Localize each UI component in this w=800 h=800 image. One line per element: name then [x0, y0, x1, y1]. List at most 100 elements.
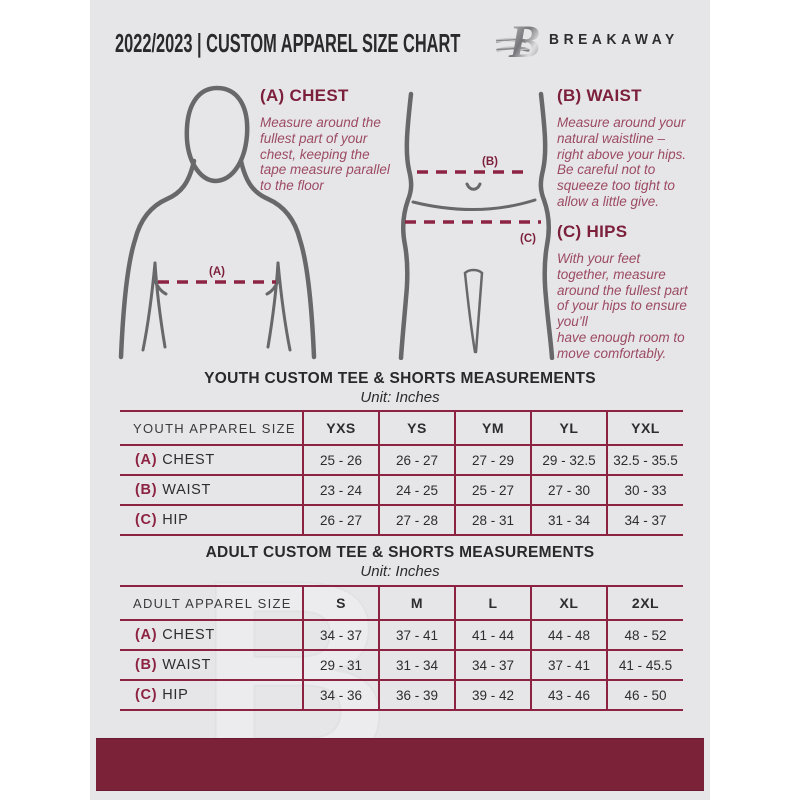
chest-heading: (A) CHEST	[260, 86, 349, 105]
hips-guide-block: (C) HIPS With your feet together, measur…	[557, 222, 715, 362]
row-title: CHEST	[162, 452, 215, 468]
table-cell: 29 - 32.5	[530, 445, 607, 476]
column-header: M	[378, 585, 455, 621]
column-header: L	[454, 585, 531, 621]
lower-body-figure: (B) (C)	[398, 91, 555, 360]
adult-corner-label: ADULT APPAREL SIZE	[120, 585, 303, 621]
figure-left-side	[398, 91, 414, 360]
row-title: CHEST	[162, 627, 215, 643]
table-cell: 37 - 41	[530, 650, 607, 681]
table-cell: 34 - 36	[302, 680, 379, 711]
row-title: WAIST	[162, 482, 212, 498]
figure-left-inner-leg	[463, 271, 477, 354]
hips-description: With your feet together, measure around …	[557, 251, 688, 361]
column-header: YL	[530, 410, 607, 446]
youth-section-title: YOUTH CUSTOM TEE & SHORTS MEASUREMENTS	[204, 370, 596, 387]
row-title: HIP	[162, 687, 189, 703]
table-cell: 30 - 33	[606, 475, 683, 506]
column-header: YS	[378, 410, 455, 446]
logo-letter: B	[508, 16, 540, 63]
table-cell: 32.5 - 35.5	[606, 445, 683, 476]
table-cell: 23 - 24	[302, 475, 379, 506]
column-header: YXL	[606, 410, 683, 446]
waist-heading: (B) WAIST	[557, 86, 642, 105]
adult-unit-label: Unit: Inches	[360, 563, 440, 580]
table-cell: 26 - 27	[302, 505, 379, 536]
marker-a-label: (A)	[209, 266, 225, 278]
table-cell: 27 - 29	[454, 445, 531, 476]
adult-header-row: ADULT APPAREL SIZE S M L XL 2XL	[120, 585, 683, 621]
table-cell: 31 - 34	[378, 650, 455, 681]
row-label: (C) HIP	[120, 680, 303, 711]
row-label: (C) HIP	[120, 505, 303, 536]
column-header: YXS	[302, 410, 379, 446]
figure-right-shoulder-arm	[238, 158, 317, 360]
row-label: (B) WAIST	[120, 475, 303, 506]
figure-navel	[465, 182, 482, 191]
figure-right-armpit	[276, 261, 292, 352]
table-cell: 31 - 34	[530, 505, 607, 536]
table-cell: 44 - 48	[530, 620, 607, 651]
footer-accent-bar	[96, 738, 704, 791]
waist-guide-block: (B) WAIST Measure around your natural wa…	[557, 86, 707, 210]
row-key: (C)	[135, 687, 158, 703]
adult-size-table: ADULT APPAREL SIZE S M L XL 2XL (A) CHEST…	[120, 585, 683, 711]
youth-hip-row: (C) HIP 26 - 27 27 - 28 28 - 31 31 - 34 3…	[120, 505, 683, 536]
table-cell: 29 - 31	[302, 650, 379, 681]
figure-right-side	[538, 91, 555, 360]
row-key: (A)	[135, 452, 158, 468]
figure-right-inner-arm	[266, 261, 280, 349]
row-key: (B)	[135, 482, 158, 498]
row-label: (A) CHEST	[120, 620, 303, 651]
table-cell: 46 - 50	[606, 680, 683, 711]
adult-section-title: ADULT CUSTOM TEE & SHORTS MEASUREMENTS	[205, 544, 595, 561]
column-header: S	[302, 585, 379, 621]
figure-right-inner-leg	[474, 271, 484, 354]
upper-body-figure: (A)	[118, 85, 317, 360]
table-cell: 41 - 45.5	[606, 650, 683, 681]
chest-description: Measure around the fullest part of your …	[260, 115, 390, 194]
page-title: 2022/2023 | CUSTOM APPAREL SIZE CHART	[115, 28, 461, 58]
youth-waist-row: (B) WAIST 23 - 24 24 - 25 25 - 27 27 - 30…	[120, 475, 683, 506]
youth-header-row: YOUTH APPAREL SIZE YXS YS YM YL YXL	[120, 410, 683, 446]
table-cell: 48 - 52	[606, 620, 683, 651]
adult-chest-row: (A) CHEST 34 - 37 37 - 41 41 - 44 44 - 48…	[120, 620, 683, 651]
table-cell: 37 - 41	[378, 620, 455, 651]
table-cell: 34 - 37	[454, 650, 531, 681]
row-title: WAIST	[162, 657, 212, 673]
figure-head	[184, 85, 250, 184]
table-cell: 34 - 37	[606, 505, 683, 536]
table-cell: 36 - 39	[378, 680, 455, 711]
row-key: (B)	[135, 657, 158, 673]
figure-left-inner-arm	[153, 261, 167, 349]
table-cell: 43 - 46	[530, 680, 607, 711]
adult-hip-row: (C) HIP 34 - 36 36 - 39 39 - 42 43 - 46 4…	[120, 680, 683, 711]
row-key: (A)	[135, 627, 158, 643]
youth-chest-row: (A) CHEST 25 - 26 26 - 27 27 - 29 29 - 32…	[120, 445, 683, 476]
row-label: (A) CHEST	[120, 445, 303, 476]
figure-left-armpit	[141, 261, 157, 352]
table-cell: 27 - 30	[530, 475, 607, 506]
adult-waist-row: (B) WAIST 29 - 31 31 - 34 34 - 37 37 - 41…	[120, 650, 683, 681]
waist-description: Measure around your natural waistline – …	[557, 115, 687, 209]
figure-right-tick	[265, 279, 280, 296]
table-cell: 27 - 28	[378, 505, 455, 536]
marker-b-label: (B)	[482, 156, 498, 168]
column-header: XL	[530, 585, 607, 621]
table-cell: 25 - 27	[454, 475, 531, 506]
row-label: (B) WAIST	[120, 650, 303, 681]
brand-name: BREAKAWAY	[548, 30, 679, 48]
hips-heading: (C) HIPS	[557, 222, 628, 241]
chest-guide-block: (A) CHEST Measure around the fullest par…	[260, 86, 425, 194]
column-header: YM	[454, 410, 531, 446]
youth-unit-label: Unit: Inches	[360, 389, 440, 406]
figure-left-shoulder-arm	[118, 158, 197, 360]
brand-logo: B BREAKAWAY	[495, 15, 690, 63]
marker-c-label: (C)	[520, 233, 536, 245]
breakaway-b-icon: B	[495, 16, 540, 63]
youth-size-table: YOUTH APPAREL SIZE YXS YS YM YL YXL (A) C…	[120, 410, 683, 536]
row-key: (C)	[135, 512, 158, 528]
youth-corner-label: YOUTH APPAREL SIZE	[120, 410, 303, 446]
figure-left-tick	[153, 279, 168, 296]
